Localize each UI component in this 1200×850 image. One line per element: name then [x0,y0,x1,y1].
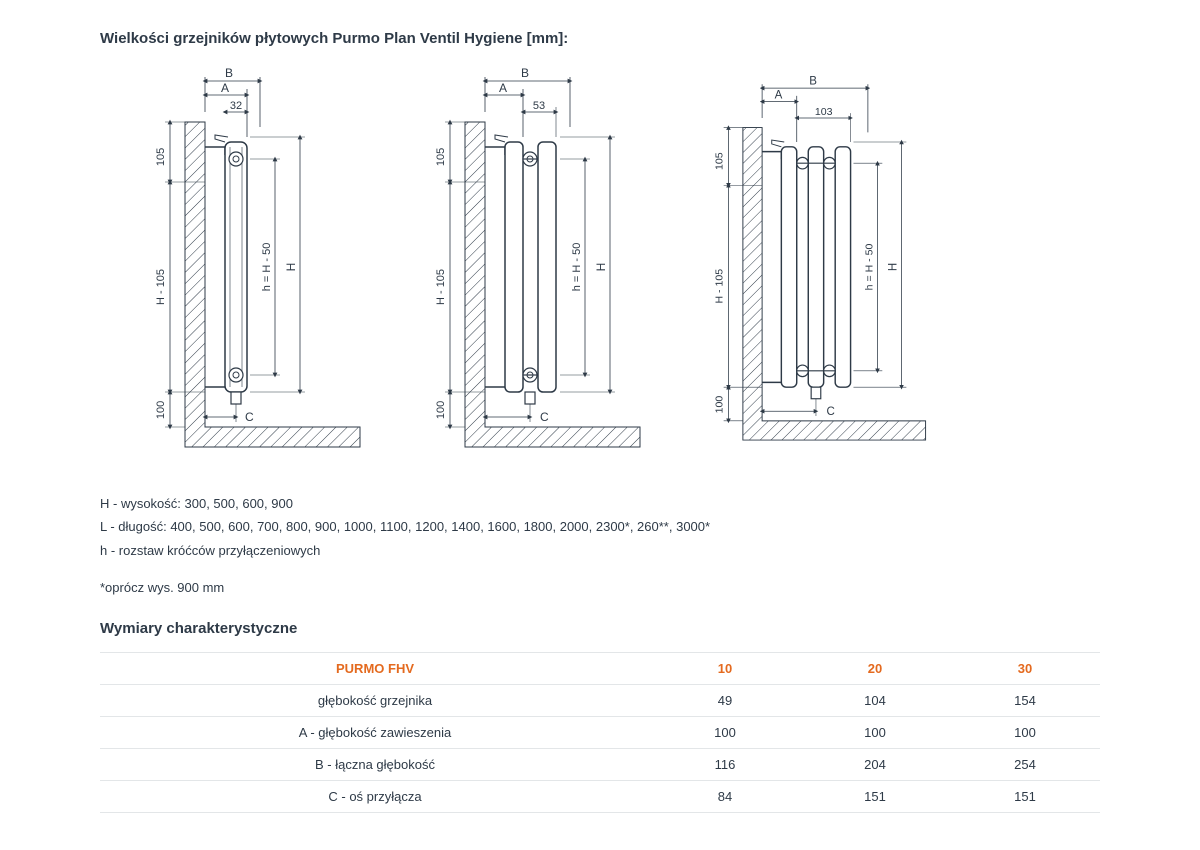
table-cell: 151 [800,780,950,812]
svg-text:C: C [827,406,835,418]
svg-text:32: 32 [230,100,242,112]
table-row: głębokość grzejnika 49 104 154 [100,684,1100,716]
svg-text:H: H [594,263,608,272]
table-cell: 100 [950,716,1100,748]
svg-text:105: 105 [714,152,726,170]
svg-text:H - 105: H - 105 [435,269,447,305]
table-cell: 84 [650,780,800,812]
dimensions-table: PURMO FHV 10 20 30 głębokość grzejnika 4… [100,652,1100,813]
svg-text:53: 53 [533,100,545,112]
page-title: Wielkości grzejników płytowych Purmo Pla… [100,30,1100,47]
table-cell: B - łączna głębokość [100,748,650,780]
diagrams-row: B A 32 105 H - 105 100 h = H - 50 H C [100,67,1100,467]
table-cell: 154 [950,684,1100,716]
svg-text:C: C [245,410,254,424]
svg-text:H: H [284,263,298,272]
table-row: C - oś przyłącza 84 151 151 [100,780,1100,812]
svg-text:B: B [809,75,817,87]
diagram-1: B A 32 105 H - 105 100 h = H - 50 H C [130,67,380,467]
table-cell: głębokość grzejnika [100,684,650,716]
note-line: h - rozstaw króćców przyłączeniowych [100,539,1100,562]
svg-text:H - 105: H - 105 [155,269,167,305]
svg-text:105: 105 [435,148,447,166]
table-row: B - łączna głębokość 116 204 254 [100,748,1100,780]
table-cell: 254 [950,748,1100,780]
svg-text:B: B [521,67,529,80]
table-cell: 49 [650,684,800,716]
svg-text:100: 100 [714,396,726,414]
svg-text:105: 105 [155,148,167,166]
note-line: L - długość: 400, 500, 600, 700, 800, 90… [100,515,1100,538]
table-cell: 151 [950,780,1100,812]
section-subtitle: Wymiary charakterystyczne [100,620,1100,637]
note-line: *oprócz wys. 900 mm [100,576,1100,599]
table-cell: 100 [650,716,800,748]
svg-text:h = H - 50: h = H - 50 [571,243,583,292]
svg-text:A: A [221,81,229,95]
table-header-cell: PURMO FHV [100,652,650,684]
table-header-cell: 30 [950,652,1100,684]
notes-block: H - wysokość: 300, 500, 600, 900 L - dłu… [100,492,1100,600]
svg-text:h = H - 50: h = H - 50 [864,244,876,291]
table-header-cell: 10 [650,652,800,684]
table-header-row: PURMO FHV 10 20 30 [100,652,1100,684]
table-cell: 104 [800,684,950,716]
svg-text:H - 105: H - 105 [714,269,726,304]
table-row: A - głębokość zawieszenia 100 100 100 [100,716,1100,748]
svg-text:h = H - 50: h = H - 50 [261,243,273,292]
svg-text:103: 103 [815,106,833,118]
diagram-3: B A 103 105 H - 105 100 h = H - 50 H C [690,67,940,467]
note-line: H - wysokość: 300, 500, 600, 900 [100,492,1100,515]
table-header-cell: 20 [800,652,950,684]
diagram-2: B A 53 105 H - 105 100 h = H - 50 H C [410,67,660,467]
svg-text:100: 100 [155,401,167,419]
table-cell: A - głębokość zawieszenia [100,716,650,748]
table-cell: 116 [650,748,800,780]
svg-text:A: A [499,81,507,95]
table-cell: 100 [800,716,950,748]
svg-text:100: 100 [435,401,447,419]
svg-text:C: C [540,410,549,424]
table-cell: C - oś przyłącza [100,780,650,812]
svg-text:A: A [775,90,783,102]
svg-text:H: H [888,263,900,271]
svg-text:B: B [225,67,233,80]
table-cell: 204 [800,748,950,780]
